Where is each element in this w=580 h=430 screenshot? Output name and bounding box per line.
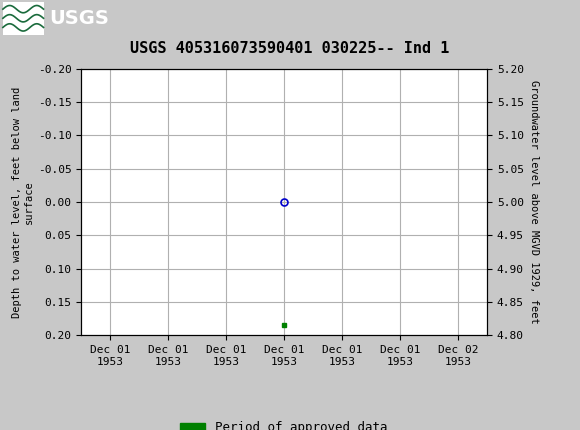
FancyBboxPatch shape xyxy=(3,2,43,35)
Y-axis label: Depth to water level, feet below land
surface: Depth to water level, feet below land su… xyxy=(12,86,34,318)
Text: USGS 405316073590401 030225-- Ind 1: USGS 405316073590401 030225-- Ind 1 xyxy=(130,41,450,56)
Legend: Period of approved data: Period of approved data xyxy=(175,416,393,430)
Y-axis label: Groundwater level above MGVD 1929, feet: Groundwater level above MGVD 1929, feet xyxy=(530,80,539,324)
Text: USGS: USGS xyxy=(49,9,109,28)
